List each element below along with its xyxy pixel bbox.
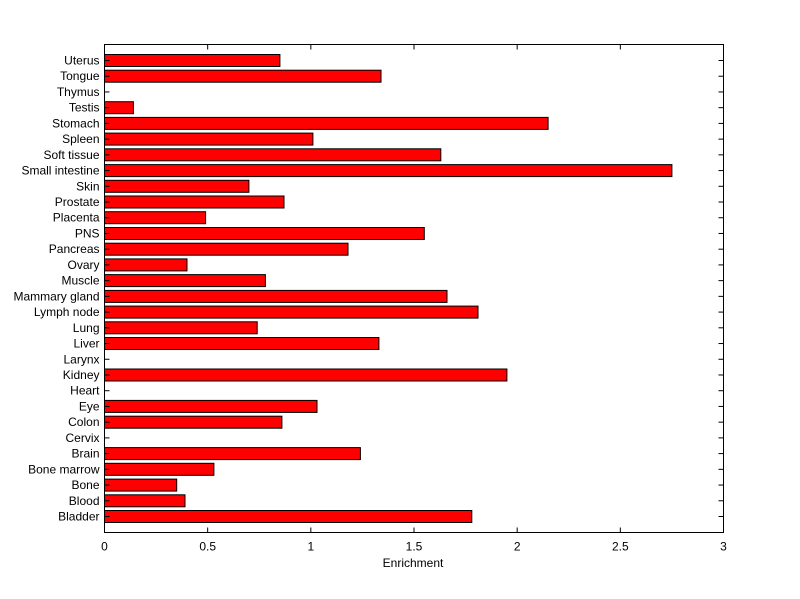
plot-frame xyxy=(104,44,724,533)
x-tick-label-1: 0.5 xyxy=(199,540,216,554)
bar-placenta xyxy=(104,211,207,225)
bar-skin xyxy=(104,179,250,193)
bar-spleen xyxy=(104,132,314,146)
y-tick-label-cervix: Cervix xyxy=(65,431,99,445)
y-tick-label-blood: Blood xyxy=(69,494,100,508)
bar-tongue xyxy=(104,69,382,83)
y-tick-label-stomach: Stomach xyxy=(52,116,99,130)
x-axis-label: Enrichment xyxy=(383,556,444,570)
y-tick-label-spleen: Spleen xyxy=(62,132,99,146)
bar-eye xyxy=(104,399,318,413)
y-tick-label-soft-tissue: Soft tissue xyxy=(43,148,99,162)
y-tick-label-testis: Testis xyxy=(69,101,100,115)
y-tick-label-larynx: Larynx xyxy=(63,352,99,366)
bar-lung xyxy=(104,321,258,335)
y-tick-label-small-intestine: Small intestine xyxy=(21,164,99,178)
y-tick-label-bone: Bone xyxy=(71,478,99,492)
y-tick-label-skin: Skin xyxy=(76,179,99,193)
bar-uterus xyxy=(104,54,281,67)
bar-pns xyxy=(104,227,425,240)
y-tick-label-pancreas: Pancreas xyxy=(49,242,100,256)
y-tick-label-lymph-node: Lymph node xyxy=(34,305,100,319)
bar-stomach xyxy=(104,116,549,130)
y-tick-label-tongue: Tongue xyxy=(60,69,100,83)
bar-kidney xyxy=(104,368,508,382)
y-tick-label-muscle: Muscle xyxy=(61,274,99,288)
y-tick-label-placenta: Placenta xyxy=(53,211,100,225)
y-tick-label-prostate: Prostate xyxy=(55,195,100,209)
bar-brain xyxy=(104,447,361,461)
y-tick-label-ovary: Ovary xyxy=(67,258,99,272)
x-tick-label-3: 1.5 xyxy=(406,540,423,554)
x-tick-label-6: 3 xyxy=(720,540,727,554)
bar-bladder xyxy=(104,510,473,523)
bar-pancreas xyxy=(104,242,349,256)
y-tick-label-pns: PNS xyxy=(75,226,100,240)
y-tick-label-bone-marrow: Bone marrow xyxy=(28,462,100,476)
y-tick-label-thymus: Thymus xyxy=(57,85,100,99)
bar-lymph-node xyxy=(104,305,479,319)
bars-group xyxy=(104,54,673,523)
bar-liver xyxy=(104,337,380,350)
bar-colon xyxy=(104,415,283,429)
bar-mammary-gland xyxy=(104,289,448,303)
x-tick-label-5: 2.5 xyxy=(612,540,629,554)
x-tick-label-4: 2 xyxy=(514,540,521,554)
y-tick-label-mammary-gland: Mammary gland xyxy=(13,289,99,303)
y-tick-label-colon: Colon xyxy=(68,415,99,429)
x-tick-label-0: 0 xyxy=(101,540,108,554)
bar-blood xyxy=(104,494,186,508)
bar-ovary xyxy=(104,258,188,272)
y-tick-label-liver: Liver xyxy=(73,337,99,351)
y-tick-label-eye: Eye xyxy=(79,399,100,413)
bar-bone-marrow xyxy=(104,462,215,476)
bar-muscle xyxy=(104,274,266,288)
y-tick-label-uterus: Uterus xyxy=(64,54,99,68)
bar-soft-tissue xyxy=(104,148,442,162)
bar-bone xyxy=(104,478,178,492)
y-tick-label-brain: Brain xyxy=(71,447,99,461)
y-tick-label-lung: Lung xyxy=(73,321,100,335)
bar-small-intestine xyxy=(104,164,673,178)
y-tick-label-heart: Heart xyxy=(70,384,100,398)
y-tick-label-kidney: Kidney xyxy=(63,368,100,382)
x-ticks-group: 0 0.5 1 1.5 2 2.5 3 xyxy=(101,44,727,554)
bar-prostate xyxy=(104,195,285,209)
x-tick-label-2: 1 xyxy=(307,540,314,554)
y-tick-label-bladder: Bladder xyxy=(58,510,99,524)
